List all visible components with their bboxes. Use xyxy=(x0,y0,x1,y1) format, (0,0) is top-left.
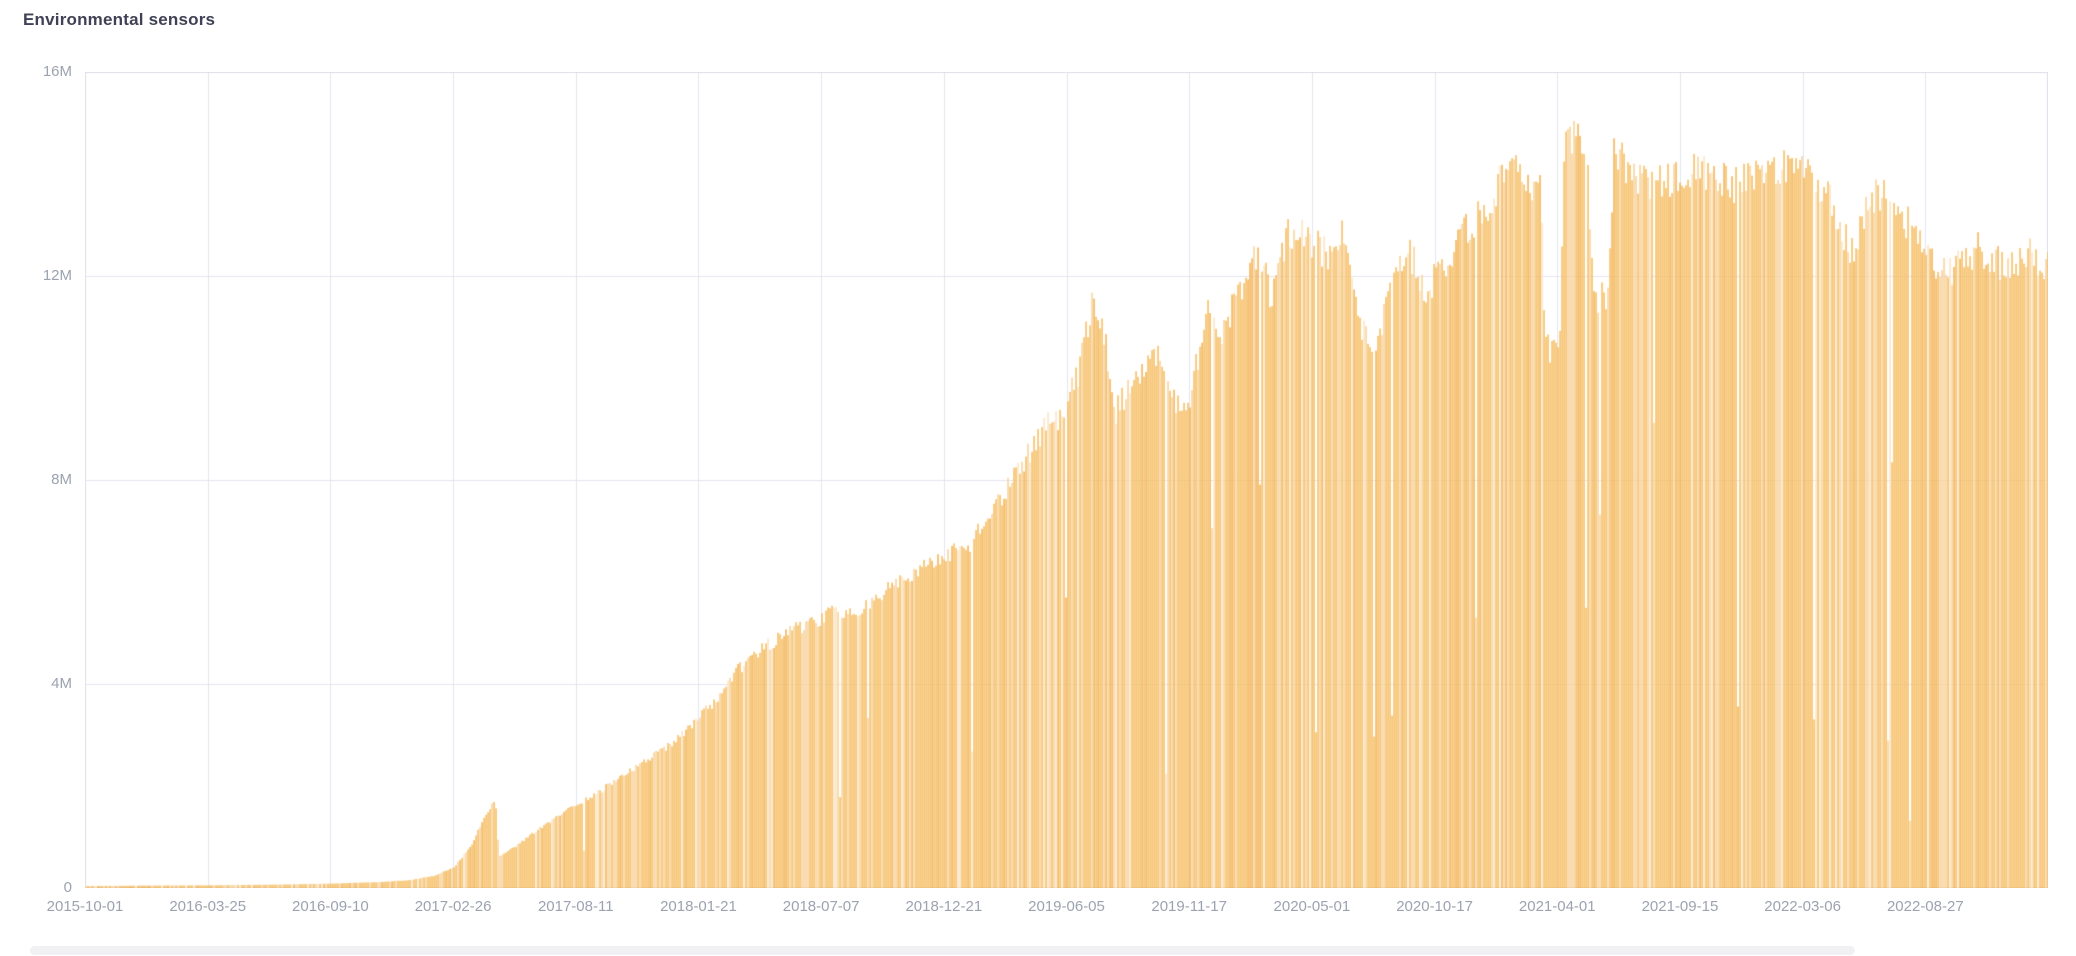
chart-plot-area xyxy=(85,72,2048,888)
x-axis-tick-label: 2020-10-17 xyxy=(1396,898,1473,915)
x-axis-tick-label: 2018-07-07 xyxy=(782,898,860,915)
x-axis-tick-label: 2016-03-25 xyxy=(169,898,247,915)
y-axis-tick-label: 4M xyxy=(51,675,72,692)
bar-series-canvas[interactable] xyxy=(85,72,2048,888)
chart-title: Environmental sensors xyxy=(23,10,216,29)
x-axis-tick-label: 2019-06-05 xyxy=(1028,898,1105,915)
x-axis-tick-label: 2021-04-01 xyxy=(1518,898,1596,915)
x-axis-tick-label: 2019-11-17 xyxy=(1151,898,1227,915)
x-axis-tick-label: 2017-02-26 xyxy=(414,898,492,915)
x-axis-tick-label: 2017-08-11 xyxy=(537,898,614,915)
x-axis-tick-label: 2018-12-21 xyxy=(905,898,983,915)
x-axis-tick-label: 2015-10-01 xyxy=(46,898,124,915)
x-axis-tick-label: 2016-09-10 xyxy=(292,898,369,915)
y-axis-tick-label: 12M xyxy=(42,267,72,284)
x-axis-tick-label: 2018-01-21 xyxy=(660,898,737,915)
y-axis-tick-label: 0 xyxy=(63,879,72,896)
x-axis-tick-label: 2022-03-06 xyxy=(1764,898,1841,915)
x-axis-tick-label: 2022-08-27 xyxy=(1886,898,1964,915)
x-axis-tick-label: 2021-09-15 xyxy=(1641,898,1719,915)
y-axis-tick-label: 8M xyxy=(51,471,72,488)
bottom-edge-strip xyxy=(30,946,1855,955)
y-axis-tick-label: 16M xyxy=(42,63,72,80)
x-axis-tick-label: 2020-05-01 xyxy=(1273,898,1351,915)
